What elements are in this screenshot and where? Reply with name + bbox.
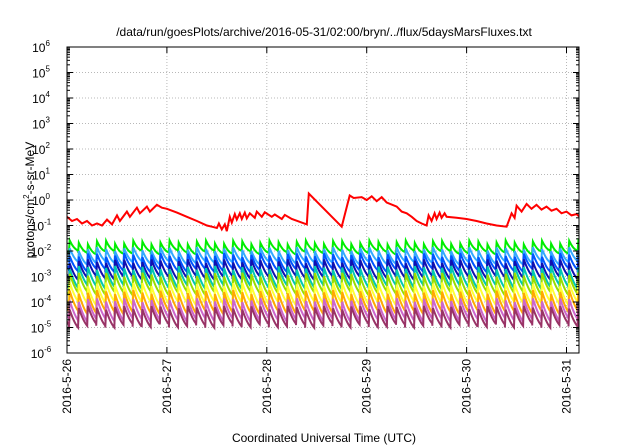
y-tick-base: 10 bbox=[31, 220, 45, 234]
y-tick-labels: 10610510410310210110010-110-210-310-410-… bbox=[31, 39, 52, 361]
y-tick-label: 103 bbox=[32, 116, 50, 132]
y-tick-exp: -2 bbox=[44, 243, 52, 252]
y-axis-label-sup: 2 bbox=[22, 194, 31, 199]
y-tick-base: 10 bbox=[31, 347, 45, 361]
y-tick-exp: 5 bbox=[45, 65, 50, 74]
series-line-red bbox=[67, 191, 579, 232]
x-tick-label: 2016-5-31 bbox=[560, 359, 574, 414]
ticks bbox=[66, 46, 579, 354]
x-tick-labels: 2016-5-26 2016-5-27 2016-5-28 2016-5-29 2016… bbox=[60, 359, 574, 414]
x-tick-label: 2016-5-29 bbox=[360, 359, 374, 414]
x-tick-label: 2016-5-26 bbox=[60, 359, 74, 414]
y-tick-exp: -1 bbox=[44, 218, 52, 227]
y-tick-base: 10 bbox=[31, 296, 45, 310]
y-tick-label: 10-5 bbox=[31, 320, 52, 336]
x-tick-label: 2016-5-30 bbox=[460, 359, 474, 414]
y-axis-label: protons/cm2-s-sr-MeV bbox=[22, 142, 37, 258]
y-tick-exp: -6 bbox=[44, 345, 52, 354]
y-tick-exp: -3 bbox=[44, 269, 52, 278]
y-tick-label: 106 bbox=[32, 39, 50, 55]
y-tick-label: 10-1 bbox=[31, 218, 52, 234]
y-tick-base: 10 bbox=[31, 271, 45, 285]
y-tick-exp: 6 bbox=[45, 39, 50, 48]
y-tick-exp: -5 bbox=[44, 320, 52, 329]
y-tick-exp: 0 bbox=[45, 192, 50, 201]
y-tick-base: 10 bbox=[32, 92, 46, 106]
x-tick-label: 2016-5-28 bbox=[260, 359, 274, 414]
y-tick-base: 10 bbox=[32, 118, 46, 132]
series-layer bbox=[67, 191, 579, 331]
y-tick-base: 10 bbox=[31, 322, 45, 336]
y-tick-exp: 4 bbox=[45, 90, 50, 99]
y-tick-label: 101 bbox=[32, 167, 50, 183]
y-tick-label: 100 bbox=[32, 192, 50, 208]
series-line-channel-10 bbox=[67, 305, 579, 331]
y-tick-base: 10 bbox=[32, 67, 46, 81]
y-tick-base: 10 bbox=[32, 143, 46, 157]
y-axis-label-suffix: -s-sr-MeV bbox=[23, 142, 37, 195]
y-tick-label: 10-6 bbox=[31, 345, 52, 361]
y-tick-base: 10 bbox=[32, 169, 46, 183]
y-tick-exp: 2 bbox=[45, 141, 50, 150]
y-tick-exp: -4 bbox=[44, 294, 52, 303]
y-tick-base: 10 bbox=[31, 245, 45, 259]
y-tick-base: 10 bbox=[32, 194, 46, 208]
y-tick-label: 104 bbox=[32, 90, 50, 106]
x-tick-label: 2016-5-27 bbox=[160, 359, 174, 414]
y-tick-label: 10-3 bbox=[31, 269, 52, 285]
y-tick-exp: 1 bbox=[45, 167, 50, 176]
y-tick-exp: 3 bbox=[45, 116, 50, 125]
y-axis-label-prefix: protons/cm bbox=[23, 199, 37, 258]
y-tick-label: 10-4 bbox=[31, 294, 52, 310]
y-tick-base: 10 bbox=[32, 41, 46, 55]
y-tick-label: 102 bbox=[32, 141, 50, 157]
chart-title: /data/run/goesPlots/archive/2016-05-31/0… bbox=[116, 25, 532, 39]
y-tick-label: 10-2 bbox=[31, 243, 52, 259]
y-tick-label: 105 bbox=[32, 65, 50, 81]
x-axis-label: Coordinated Universal Time (UTC) bbox=[232, 431, 416, 445]
